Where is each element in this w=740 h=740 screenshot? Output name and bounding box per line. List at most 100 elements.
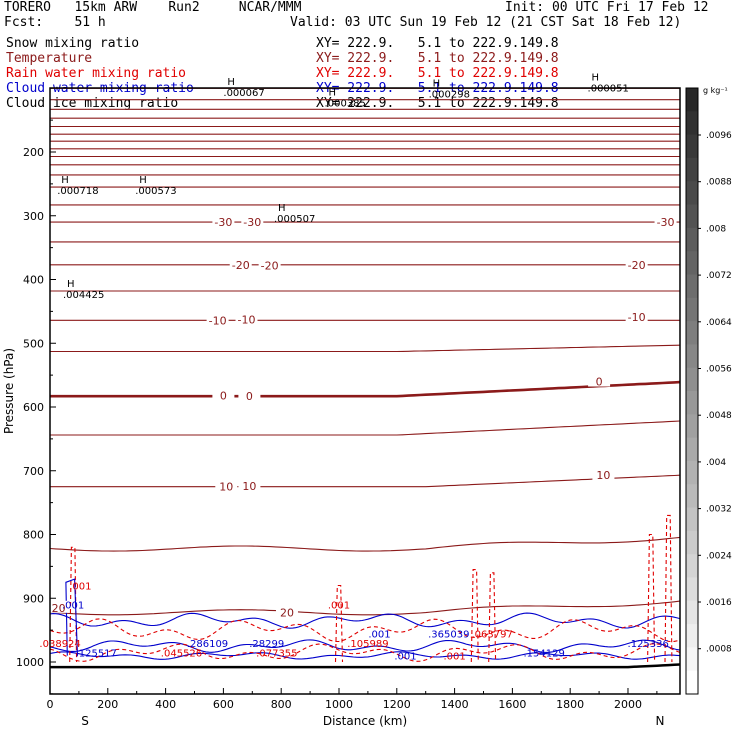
colorbar-tick-label: .0032 bbox=[706, 505, 732, 515]
colorbar-tick-label: .0072 bbox=[706, 271, 732, 281]
run-title: TORERO 15km ARW Run2 NCAR/MMM bbox=[4, 0, 302, 15]
isotherm-label: -10 bbox=[238, 314, 256, 327]
colorbar-tick-label: .0008 bbox=[706, 645, 732, 655]
rain-plume bbox=[647, 533, 656, 663]
isotherm-line bbox=[50, 474, 681, 488]
colorbar-segment bbox=[686, 227, 698, 252]
maximum-marker: H bbox=[592, 72, 600, 83]
colorbar-segment bbox=[686, 251, 698, 275]
colorbar-segment bbox=[686, 647, 698, 672]
colorbar-segment bbox=[686, 88, 698, 112]
maximum-marker: H bbox=[67, 279, 75, 290]
colorbar-tick-label: .0056 bbox=[706, 365, 732, 375]
isotherm-label: -30 bbox=[243, 216, 261, 229]
maximum-marker: H bbox=[227, 77, 235, 88]
isotherm-label: -30 bbox=[214, 216, 232, 229]
cloud-water-label: .001 bbox=[394, 652, 416, 663]
isotherm-label-bg bbox=[212, 388, 235, 401]
maximum-marker: H bbox=[433, 79, 441, 90]
isotherm-label: 0 bbox=[596, 376, 603, 389]
y-tick-label: 200 bbox=[23, 146, 44, 159]
rain-label: .001 bbox=[69, 582, 91, 593]
y-tick-label: 500 bbox=[23, 337, 44, 350]
x-tick-label: 400 bbox=[155, 698, 176, 711]
maximum-marker: H bbox=[61, 175, 69, 186]
isotherm-label-bg bbox=[47, 600, 70, 613]
colorbar-tick-label: .0016 bbox=[706, 598, 732, 608]
colorbar-segment bbox=[686, 134, 698, 159]
valid-time: Valid: 03 UTC Sun 19 Feb 12 (21 CST Sat … bbox=[290, 15, 682, 30]
colorbar-tick-label: .0096 bbox=[706, 131, 732, 141]
isotherm-line bbox=[50, 380, 681, 398]
cloud-water-label: .001 bbox=[368, 629, 390, 640]
colorbar-tick-label: .0064 bbox=[706, 318, 732, 328]
isotherm-label: -20 bbox=[628, 259, 646, 272]
isotherm-label-bg bbox=[235, 312, 258, 325]
colorbar-segment bbox=[686, 484, 698, 509]
y-tick-label: 900 bbox=[23, 592, 44, 605]
colorbar: g kg⁻¹ .0096 .0088 .008 .0072 .0064 .0056 .0048… bbox=[685, 86, 732, 695]
legend-snow: Snow mixing ratio bbox=[6, 36, 140, 51]
isotherm-label: 0 bbox=[220, 390, 227, 403]
isotherm-label-bg bbox=[258, 258, 281, 271]
cloud-water-label: .001 bbox=[62, 601, 84, 612]
x-tick-label: 0 bbox=[47, 698, 54, 711]
rain-label: .063797 bbox=[471, 629, 512, 640]
cloud-water-contour bbox=[49, 651, 681, 660]
cloud-water-label: .125517 bbox=[76, 648, 117, 659]
colorbar-tick-label: .008 bbox=[706, 224, 726, 234]
colorbar-segment bbox=[686, 274, 698, 299]
rain-label: .105989 bbox=[347, 639, 388, 650]
isotherm-label-bg bbox=[238, 389, 261, 402]
legend-temperature-xy: XY= 222.9. 5.1 to 222.9.149.8 bbox=[316, 51, 559, 66]
x-tick-label: 1600 bbox=[498, 698, 526, 711]
rain-label: .001 bbox=[328, 601, 350, 612]
colorbar-segment bbox=[686, 204, 698, 229]
isotherm-label-bg bbox=[206, 313, 229, 326]
cloud-water-label: .286109 bbox=[187, 639, 228, 650]
rain-plume bbox=[488, 572, 497, 663]
colorbar-segment bbox=[686, 577, 698, 602]
plot-frame bbox=[49, 87, 681, 695]
colorbar-segment bbox=[686, 600, 698, 625]
x-tick-label: 600 bbox=[213, 698, 234, 711]
south-label: S bbox=[81, 714, 89, 728]
colorbar-segment bbox=[686, 624, 698, 648]
maximum-marker: H bbox=[329, 88, 337, 99]
isotherm-label: -20 bbox=[261, 259, 279, 272]
colorbar-segment bbox=[686, 460, 698, 485]
rain-plume bbox=[334, 584, 344, 663]
cloud-water-label: .125336 bbox=[628, 639, 669, 650]
colorbar-segment bbox=[686, 530, 698, 555]
isotherm-label-bg bbox=[241, 215, 264, 228]
temperature-contours bbox=[49, 87, 681, 669]
rain-label: .001 bbox=[443, 652, 465, 663]
cloud-water-label: .154129 bbox=[523, 648, 564, 659]
y-tick-label: 800 bbox=[23, 529, 44, 542]
legend-rain-xy: XY= 222.9. 5.1 to 222.9.149.8 bbox=[316, 66, 559, 81]
colorbar-segment bbox=[686, 321, 698, 345]
rain-label: .077355 bbox=[256, 648, 297, 659]
x-tick-label: 1200 bbox=[383, 698, 411, 711]
rain-contour bbox=[49, 618, 681, 643]
isotherm-label-bg bbox=[275, 605, 298, 618]
colorbar-unit: g kg⁻¹ bbox=[703, 86, 728, 95]
colorbar-segment bbox=[686, 367, 698, 392]
rain-contour bbox=[49, 643, 681, 662]
colorbar-segment bbox=[686, 391, 698, 415]
x-tick-label: 1400 bbox=[441, 698, 469, 711]
cloud-water-lobe bbox=[65, 578, 79, 656]
colorbar-tick-label: .0024 bbox=[706, 551, 732, 561]
y-axis-label: Pressure (hPa) bbox=[2, 348, 16, 434]
init-time: Init: 00 UTC Fri 17 Feb 12 bbox=[505, 0, 709, 15]
isotherm-label: 10 bbox=[242, 480, 256, 493]
isotherm-label: 20 bbox=[280, 606, 294, 619]
rain-label: .045526 bbox=[161, 648, 202, 659]
maximum-label: .004425 bbox=[63, 290, 104, 301]
isotherm-label-bg bbox=[654, 215, 677, 228]
x-tick-label: 1800 bbox=[556, 698, 584, 711]
isotherm-label-bg bbox=[229, 257, 252, 270]
isotherm-label-bg bbox=[238, 479, 261, 492]
